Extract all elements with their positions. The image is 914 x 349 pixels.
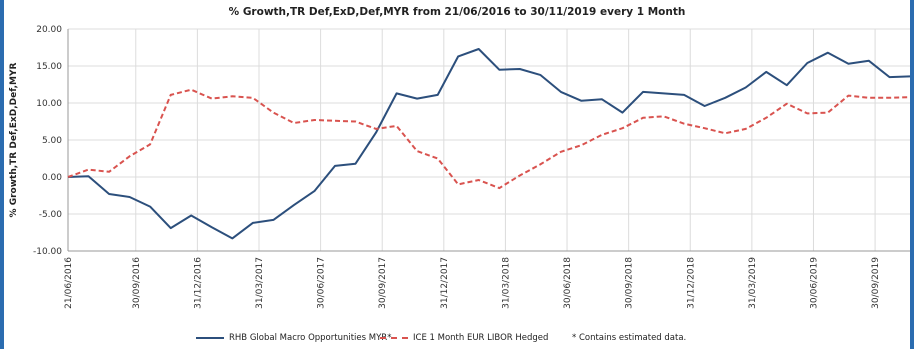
x-tick-label: 30/06/2018 [563, 257, 573, 309]
y-tick-label: 20.00 [36, 25, 62, 35]
legend-label-series-1: RHB Global Macro Opportunities MYR* [229, 333, 392, 343]
legend-swatch-series-1 [196, 337, 224, 339]
x-tick-label: 30/09/2016 [132, 257, 142, 309]
y-tick-label: -10.00 [33, 247, 62, 257]
right-edge-bar [910, 0, 914, 349]
x-tick-label: 21/06/2016 [64, 257, 74, 309]
x-tick-label: 31/12/2016 [193, 257, 203, 309]
x-tick-label: 31/12/2018 [686, 257, 696, 309]
x-tick-label: 30/09/2018 [625, 257, 635, 309]
series-line-1 [67, 48, 911, 240]
x-tick-label: 31/03/2017 [255, 257, 265, 309]
x-tick-label: 30/06/2017 [317, 257, 327, 309]
x-tick-label: 30/06/2019 [809, 257, 819, 309]
y-tick-label: 5.00 [42, 136, 62, 146]
legend-item-series-1: RHB Global Macro Opportunities MYR* [196, 333, 391, 343]
x-tick-label: 31/12/2017 [440, 257, 450, 309]
left-edge-bar [0, 0, 4, 349]
legend-label-series-2: ICE 1 Month EUR LIBOR Hedged [413, 333, 549, 343]
legend-footnote-text: * Contains estimated data. [572, 333, 687, 343]
chart-title: % Growth,TR Def,ExD,Def,MYR from 21/06/2… [228, 6, 686, 18]
y-tick-label: -5.00 [39, 210, 63, 220]
y-tick-label: 0.00 [42, 173, 62, 183]
x-tick-label: 30/09/2017 [378, 257, 388, 309]
x-tick-label: 31/03/2019 [748, 257, 758, 309]
x-tick-label: 31/03/2018 [501, 257, 511, 309]
series-line-2 [67, 88, 911, 190]
x-tick-label: 30/09/2019 [871, 257, 881, 309]
legend-footnote: * Contains estimated data. [572, 333, 686, 343]
legend-swatch-series-2 [380, 337, 408, 339]
legend-item-series-2: ICE 1 Month EUR LIBOR Hedged [380, 333, 548, 343]
y-tick-label: 15.00 [36, 62, 62, 72]
y-tick-label: 10.00 [36, 99, 62, 109]
